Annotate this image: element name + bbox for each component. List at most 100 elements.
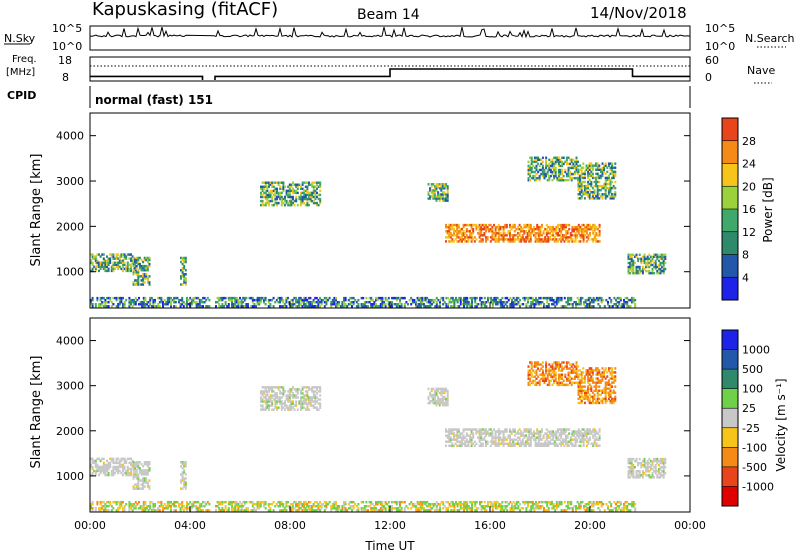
velocity-cell xyxy=(446,393,449,397)
velocity-cell xyxy=(544,509,547,512)
velocity-cell xyxy=(587,432,590,435)
velocity-cell xyxy=(301,388,304,391)
power-cell xyxy=(515,238,518,241)
power-cell xyxy=(178,300,180,304)
velocity-cell xyxy=(384,509,387,512)
power-cell xyxy=(367,300,369,304)
power-cell xyxy=(596,188,599,192)
power-cell xyxy=(282,197,285,201)
power-cell xyxy=(610,298,613,302)
velocity-cell xyxy=(470,436,473,439)
power-cell xyxy=(612,176,615,180)
velocity-cell xyxy=(157,507,160,510)
colorbar-tick-label: 16 xyxy=(742,203,756,216)
power-cell xyxy=(520,303,523,306)
power-cell xyxy=(474,298,477,302)
power-cell xyxy=(598,232,601,235)
power-cell xyxy=(437,197,440,200)
power-cell xyxy=(489,223,492,227)
velocity-cell xyxy=(146,469,149,472)
power-cell xyxy=(368,296,371,300)
velocity-cell xyxy=(597,500,600,504)
power-cell xyxy=(615,305,617,308)
power-cell xyxy=(463,298,465,302)
power-cell xyxy=(304,197,307,201)
velocity-cell xyxy=(123,509,126,512)
velocity-cell xyxy=(509,500,512,504)
velocity-cell xyxy=(163,507,166,510)
power-cell xyxy=(582,223,585,227)
power-cell xyxy=(339,305,342,308)
power-cell xyxy=(572,176,575,180)
velocity-cell xyxy=(513,438,516,441)
velocity-cell xyxy=(565,440,567,443)
velocity-cell xyxy=(311,509,313,512)
velocity-cell xyxy=(536,430,539,433)
velocity-cell xyxy=(344,502,347,506)
power-cell xyxy=(325,298,328,302)
velocity-cell xyxy=(485,432,487,435)
power-cell xyxy=(264,201,267,205)
power-cell xyxy=(125,265,128,269)
power-cell xyxy=(314,193,317,197)
velocity-cell xyxy=(130,502,132,506)
velocity-cell xyxy=(475,500,478,504)
power-cell xyxy=(298,197,301,201)
velocity-cell xyxy=(569,442,572,445)
velocity-cell xyxy=(546,505,549,508)
velocity-cell xyxy=(565,428,567,431)
velocity-cell xyxy=(234,509,237,512)
velocity-cell xyxy=(430,387,433,391)
velocity-cell xyxy=(563,500,566,504)
power-cell xyxy=(614,172,617,176)
power-cell xyxy=(559,296,561,300)
freq-top-label: 18 xyxy=(58,54,72,67)
power-cell xyxy=(325,296,328,300)
power-cell xyxy=(527,164,530,168)
power-cell xyxy=(179,305,182,308)
velocity-cell xyxy=(454,442,457,445)
velocity-cell xyxy=(282,388,285,391)
power-cell xyxy=(142,260,145,264)
power-cell xyxy=(341,300,344,304)
velocity-cell xyxy=(632,502,635,506)
velocity-cell xyxy=(429,393,432,397)
power-cell xyxy=(272,305,275,308)
power-cell xyxy=(461,303,464,306)
power-cell xyxy=(520,236,523,239)
velocity-cell xyxy=(488,432,491,435)
velocity-cell xyxy=(293,408,296,411)
power-cell xyxy=(435,305,438,308)
velocity-cell xyxy=(547,500,550,504)
velocity-cell xyxy=(506,500,509,504)
velocity-cell xyxy=(411,502,414,506)
velocity-cell xyxy=(295,402,298,405)
power-cell xyxy=(445,236,447,239)
velocity-cell xyxy=(237,505,240,508)
power-cell xyxy=(304,181,307,184)
power-cell xyxy=(648,271,651,275)
power-cell xyxy=(312,305,315,308)
power-cell xyxy=(577,197,580,200)
power-cell xyxy=(440,185,443,188)
velocity-cell xyxy=(559,502,561,506)
velocity-cell xyxy=(282,406,285,409)
velocity-cell xyxy=(595,432,598,435)
velocity-cell xyxy=(464,442,467,445)
power-cell xyxy=(91,305,94,308)
velocity-cell xyxy=(303,402,306,405)
power-cell xyxy=(635,269,638,273)
velocity-cell xyxy=(504,500,507,504)
power-cell xyxy=(612,195,615,198)
power-cell xyxy=(568,298,571,302)
power-cell xyxy=(581,223,583,227)
power-cell xyxy=(632,267,635,271)
power-cell xyxy=(591,191,594,194)
power-cell xyxy=(455,298,457,302)
velocity-cell xyxy=(446,389,449,393)
power-cell xyxy=(101,265,104,269)
velocity-cell xyxy=(283,507,286,510)
power-cell xyxy=(415,300,417,304)
power-cell xyxy=(287,195,290,199)
velocity-cell xyxy=(300,390,302,393)
